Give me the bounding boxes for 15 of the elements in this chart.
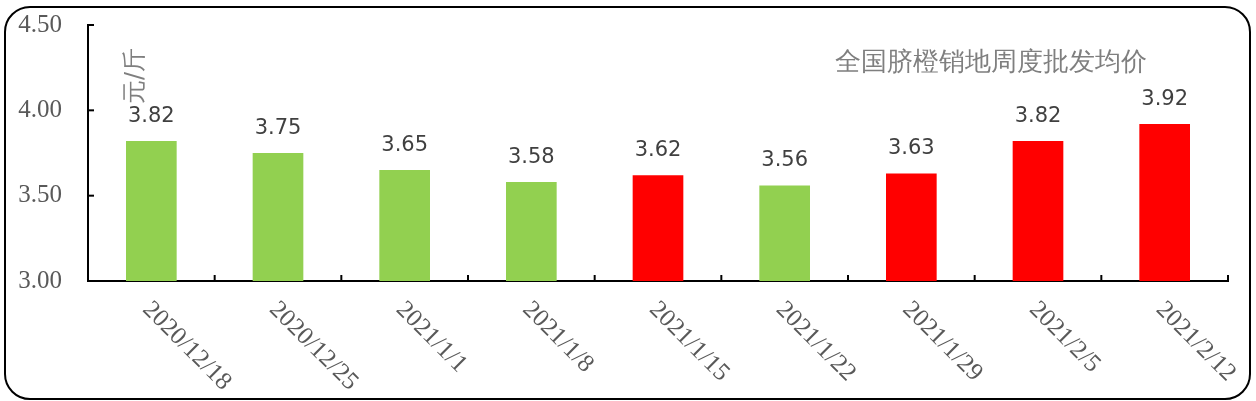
data-label: 3.82 <box>127 103 175 128</box>
data-label: 3.65 <box>381 132 429 157</box>
data-label: 3.62 <box>634 137 682 162</box>
y-axis-title: 元/斤 <box>120 47 149 105</box>
data-label: 3.56 <box>761 147 809 172</box>
y-tick-label: 3.00 <box>18 265 62 293</box>
text: 全国脐橙销地周度批发均价 <box>835 45 1147 76</box>
data-label: 3.58 <box>507 144 555 169</box>
data-label: 3.75 <box>254 115 302 139</box>
data-label: 3.63 <box>887 135 935 160</box>
y-tick-label: 4.00 <box>18 94 62 122</box>
data-label: 3.82 <box>1014 103 1062 128</box>
y-tick-label: 4.50 <box>18 9 62 37</box>
y-tick-label: 3.50 <box>18 180 62 208</box>
data-label: 3.92 <box>1141 85 1189 110</box>
